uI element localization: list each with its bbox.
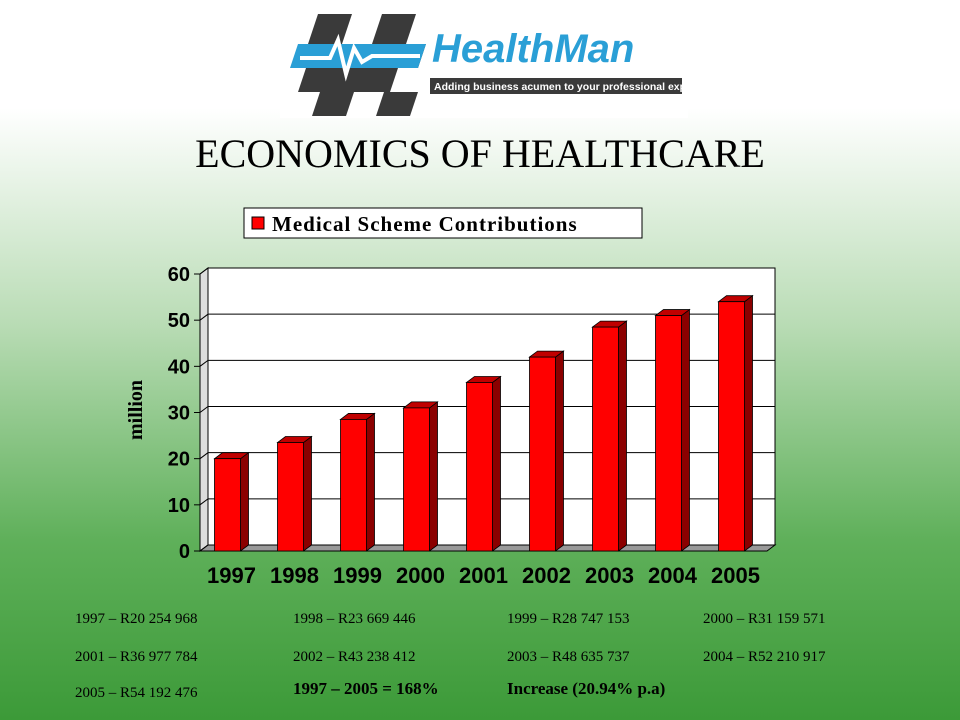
x-tick-label: 2002 xyxy=(522,563,571,588)
x-tick-label: 2005 xyxy=(711,563,760,588)
grid-line xyxy=(199,406,775,413)
y-tick-label: 50 xyxy=(168,310,190,332)
grid-line xyxy=(199,544,775,552)
logo-name: HealthMan xyxy=(432,27,634,71)
x-tick-label: 2001 xyxy=(459,563,508,588)
note: 1997 – R20 254 968 xyxy=(75,611,198,627)
summary: 1997 – 2005 = 168% xyxy=(293,679,439,698)
bar-side xyxy=(240,451,249,552)
logo-pulse xyxy=(300,33,420,82)
legend-label: Medical Scheme Contributions xyxy=(272,212,578,236)
y-tick-label: 30 xyxy=(168,403,190,425)
note: 2005 – R54 192 476 xyxy=(75,685,198,701)
note: 1998 – R23 669 446 xyxy=(293,611,416,627)
logo-tag-bg xyxy=(430,78,682,94)
grid-line xyxy=(199,267,775,275)
note: 2003 – R48 635 737 xyxy=(507,649,630,665)
x-tick-label: 2000 xyxy=(396,563,445,588)
grid-line xyxy=(199,313,775,321)
logo-tagline: Adding business acumen to your professio… xyxy=(434,81,714,93)
bar xyxy=(718,301,745,552)
x-tick-label: 1997 xyxy=(207,563,256,588)
x-tick-label: 1999 xyxy=(333,563,382,588)
y-axis-label: million xyxy=(125,380,147,440)
x-tick-label: 2003 xyxy=(585,563,634,588)
y-tick-label: 40 xyxy=(168,356,190,378)
legend: Medical Scheme Contributions xyxy=(243,207,643,239)
note: 2000 – R31 159 571 xyxy=(703,611,826,627)
bar-side xyxy=(681,308,690,552)
bar xyxy=(340,419,367,552)
legend-box xyxy=(243,207,643,239)
note: 1999 – R28 747 153 xyxy=(507,611,630,627)
bar xyxy=(655,315,682,552)
summary: Increase (20.94% p.a) xyxy=(507,679,666,698)
y-tick-label: 10 xyxy=(168,495,190,517)
bar xyxy=(277,442,304,552)
y-tick-label: 20 xyxy=(168,449,190,471)
bar-side xyxy=(744,294,753,552)
note: 2002 – R43 238 412 xyxy=(293,649,416,665)
bar xyxy=(214,458,241,552)
bar-side xyxy=(366,412,375,552)
logo: HealthMan Adding business acumen to your… xyxy=(280,8,714,118)
y-tick-label: 60 xyxy=(168,264,190,286)
bar-side xyxy=(303,435,312,552)
bar-side xyxy=(555,350,564,552)
bar xyxy=(403,407,430,552)
bar-side xyxy=(618,320,627,552)
grid-line xyxy=(199,359,775,367)
x-tick-label: 2004 xyxy=(648,563,698,588)
note: 2004 – R52 210 917 xyxy=(703,649,826,665)
bar xyxy=(466,382,493,552)
x-tick-label: 1998 xyxy=(270,563,319,588)
legend-swatch xyxy=(251,216,265,230)
bar-side xyxy=(429,401,438,552)
note: 2001 – R36 977 784 xyxy=(75,649,198,665)
bar xyxy=(592,326,619,552)
bar-side xyxy=(492,375,501,552)
grid-line xyxy=(199,498,775,506)
title: ECONOMICS OF HEALTHCARE xyxy=(195,131,765,176)
grid-line xyxy=(199,452,775,460)
bar xyxy=(529,356,556,552)
y-tick-label: 0 xyxy=(179,541,190,563)
